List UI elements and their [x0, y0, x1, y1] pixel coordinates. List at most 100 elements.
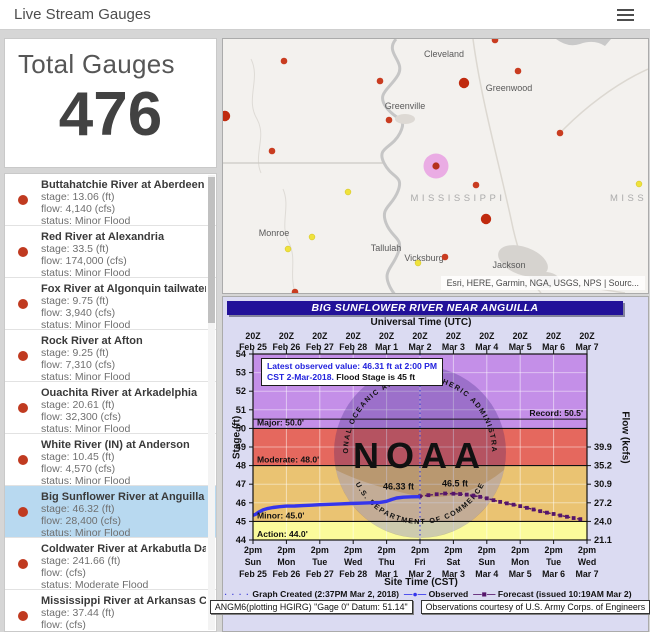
- gauge-marker-major[interactable]: [480, 213, 492, 225]
- stage-tick-label: 53: [236, 368, 246, 378]
- gauge-marker-minor[interactable]: [491, 39, 499, 44]
- gauge-name: Red River at Alexandria: [41, 231, 165, 243]
- list-item[interactable]: Big Sunflower River at Anguilla stage: 46…: [5, 486, 216, 539]
- stage-tick-label: 48: [236, 461, 246, 471]
- utc-date-tick: Mar 7: [576, 342, 599, 352]
- gauge-name: Coldwater River at Arkabutla Dam: [41, 543, 206, 555]
- scrollbar-thumb[interactable]: [208, 177, 215, 323]
- map-panel[interactable]: Cleveland Greenwood Greenville Monroe Tallul…: [222, 38, 649, 294]
- gauge-marker-action[interactable]: [308, 233, 316, 241]
- dow-tick: Sun: [245, 557, 262, 567]
- cst-date-tick: Mar 4: [475, 569, 498, 579]
- gauge-detail-line: status: Minor Flood: [41, 319, 131, 331]
- forecast-point: [458, 492, 462, 496]
- list-item[interactable]: Red River at Alexandria stage: 33.5 (ft) f…: [5, 226, 216, 279]
- city-label: Cleveland: [424, 49, 464, 59]
- list-item[interactable]: Ouachita River at Arkadelphia stage: 20.6…: [5, 382, 216, 435]
- stage-tick-label: 47: [236, 479, 246, 489]
- gauge-marker-major[interactable]: [223, 110, 231, 122]
- gauge-detail-line: flow: 4,570 (cfs): [41, 463, 116, 475]
- gauge-detail-line: flow: (cfs): [41, 567, 86, 579]
- forecast-point: [464, 492, 469, 497]
- utc-date-tick: Mar 3: [442, 342, 465, 352]
- gauge-detail-line: flow: 174,000 (cfs): [41, 255, 127, 267]
- flood-zone-label: Major: 50.0': [257, 417, 304, 427]
- utc-date-tick: Mar 2: [409, 342, 432, 352]
- observations-credit-box: Observations courtesy of U.S. Army Corps…: [420, 600, 650, 614]
- latest-observed-line1: Latest observed value: 46.31 ft at 2:00 …: [267, 361, 438, 371]
- stage-tick-label: 44: [236, 535, 247, 545]
- gauge-marker-minor[interactable]: [514, 67, 522, 75]
- gauge-marker-action[interactable]: [284, 245, 292, 253]
- gauge-marker-action[interactable]: [635, 180, 643, 188]
- hydrograph-panel: BIG SUNFLOWER RIVER NEAR ANGUILLA Univer…: [209, 296, 650, 632]
- utc-tick: 20Z: [312, 331, 328, 341]
- gauge-status-dot: [18, 559, 28, 569]
- stage-tick-label: 50: [236, 423, 246, 433]
- flood-zone-label: Minor: 45.0': [257, 510, 304, 520]
- gauge-marker-minor[interactable]: [291, 288, 299, 293]
- total-gauges-value: 476: [58, 80, 163, 149]
- stage-tick-label: 45: [236, 516, 246, 526]
- gauge-marker-minor[interactable]: [385, 116, 393, 124]
- map-city-labels: Cleveland Greenwood Greenville Monroe Tallul…: [259, 49, 648, 270]
- observed-annotation: 46.33 ft: [383, 482, 414, 492]
- gauge-marker-minor[interactable]: [441, 253, 449, 261]
- gauge-name: Rock River at Afton: [41, 335, 143, 347]
- gauge-marker-minor[interactable]: [280, 57, 288, 65]
- list-item[interactable]: White River (IN) at Anderson stage: 10.45…: [5, 434, 216, 487]
- gauge-detail-line: stage: 13.06 (ft): [41, 191, 115, 203]
- utc-date-tick: Feb 28: [339, 342, 367, 352]
- list-item[interactable]: Coldwater River at Arkabutla Dam stage: 2…: [5, 538, 216, 591]
- list-scrollbar[interactable]: [208, 175, 215, 630]
- forecast-point: [484, 496, 489, 501]
- page-title: Live Stream Gauges: [14, 6, 151, 23]
- gauge-list[interactable]: Buttahatchie River at Aberdeen stage: 13.…: [4, 173, 217, 632]
- map-gauge-markers[interactable]: [223, 39, 643, 293]
- city-label: Monroe: [259, 228, 290, 238]
- menu-icon[interactable]: [617, 9, 634, 22]
- gauge-marker-minor[interactable]: [472, 181, 480, 189]
- gauge-marker-action[interactable]: [344, 188, 352, 196]
- dow-tick: Tue: [312, 557, 327, 567]
- list-item[interactable]: Fox River at Algonquin tailwater stage: 9…: [5, 278, 216, 331]
- dow-tick: Mon: [511, 557, 529, 567]
- gauge-marker-action[interactable]: [414, 259, 422, 267]
- cst-date-tick: Mar 3: [442, 569, 465, 579]
- utc-date-tick: Mar 5: [509, 342, 532, 352]
- legend-observed: Observed: [428, 589, 469, 599]
- forecast-point: [558, 513, 563, 518]
- stage-tick-label: 51: [236, 405, 246, 415]
- gauge-marker-minor[interactable]: [268, 147, 276, 155]
- cst-tick: 2pm: [277, 545, 295, 555]
- cst-date-tick: Mar 6: [542, 569, 565, 579]
- cst-tick: 2pm: [444, 545, 462, 555]
- gauge-detail-line: stage: 37.44 (ft): [41, 607, 115, 619]
- cst-tick: 2pm: [578, 545, 596, 555]
- cst-date-tick: Mar 5: [509, 569, 532, 579]
- gauge-marker-minor[interactable]: [556, 129, 564, 137]
- list-item[interactable]: Rock River at Afton stage: 9.25 (ft) flow:…: [5, 330, 216, 383]
- gauge-marker-minor[interactable]: [376, 77, 384, 85]
- observed-line: [252, 495, 421, 517]
- map-canvas[interactable]: Cleveland Greenwood Greenville Monroe Tallul…: [223, 39, 648, 293]
- list-item[interactable]: Mississippi River at Arkansas City stage:…: [5, 590, 216, 631]
- forecast-point: [478, 494, 483, 499]
- flood-zone-label: Action: 44.0': [257, 529, 308, 539]
- utc-tick: 20Z: [245, 331, 261, 341]
- cst-tick: 2pm: [344, 545, 362, 555]
- jackson-urban-area: [498, 245, 548, 277]
- selected-gauge-marker[interactable]: [432, 162, 440, 170]
- flow-tick-label: 27.2: [594, 498, 612, 508]
- flow-axis-title: Flow (kcfs): [619, 411, 631, 464]
- gauge-status-dot: [18, 507, 28, 517]
- forecast-point: [518, 504, 523, 509]
- total-gauges-card: Total Gauges 476: [4, 38, 217, 168]
- gauge-marker-major[interactable]: [458, 77, 470, 89]
- forecast-point: [538, 509, 543, 514]
- gauge-detail-line: stage: 46.32 (ft): [41, 503, 115, 515]
- list-item[interactable]: Buttahatchie River at Aberdeen stage: 13.…: [5, 174, 216, 227]
- utc-date-tick: Mar 6: [542, 342, 565, 352]
- forecast-point: [471, 493, 476, 498]
- dow-tick: Tue: [546, 557, 561, 567]
